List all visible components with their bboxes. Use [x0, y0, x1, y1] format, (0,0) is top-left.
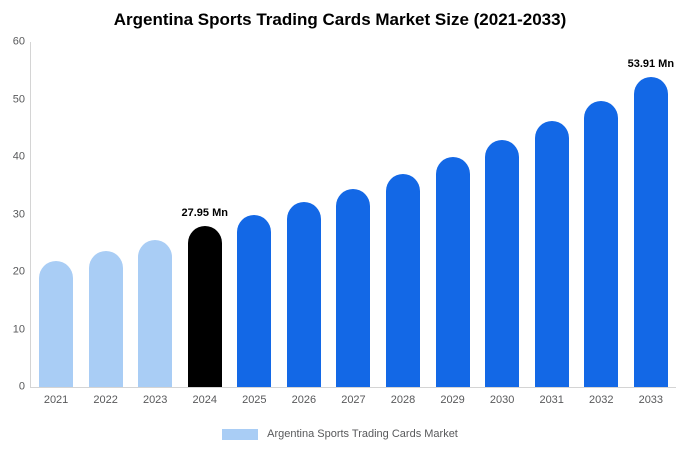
x-axis-label: 2021 [43, 394, 69, 406]
bar-value-label: 53.91 Mn [627, 58, 675, 71]
legend: Argentina Sports Trading Cards Market [0, 428, 680, 440]
bar-group: 2021 [32, 42, 81, 406]
x-axis-label: 2030 [489, 394, 515, 406]
bar [435, 157, 470, 387]
y-axis-label: 10 [12, 323, 25, 335]
x-axis-label: 2027 [341, 394, 366, 406]
legend-label: Argentina Sports Trading Cards Market [267, 428, 458, 440]
bar-group: 2025 [230, 42, 279, 406]
bar-group: 2028 [379, 42, 428, 406]
chart-title: Argentina Sports Trading Cards Market Si… [113, 10, 567, 29]
bar-group: 2026 [279, 42, 328, 406]
bar [386, 174, 420, 387]
y-axis-label: 50 [12, 93, 25, 105]
legend-swatch [222, 428, 259, 440]
bar-group: 2022 [81, 42, 130, 406]
x-axis-label: 2025 [242, 394, 267, 406]
bar [584, 101, 619, 387]
bar-group: 27.95 Mn 2024 [180, 42, 229, 406]
x-axis-label: 2032 [589, 394, 614, 406]
x-axis-label: 2023 [142, 394, 168, 406]
bar: 53.91 Mn [628, 58, 674, 387]
bar-group: 2023 [131, 42, 180, 406]
bars: 2021 2022 2023 27.95 Mn 2024 2025 2026 2027 2028… [31, 42, 676, 406]
bar [534, 121, 569, 387]
x-axis-label: 2033 [638, 394, 664, 406]
bar-group: 53.91 Mn 2033 [626, 42, 675, 406]
bar-value-label: 27.95 Mn [181, 207, 228, 220]
bar-group: 2032 [577, 42, 626, 406]
bar [336, 188, 371, 387]
y-axis-label: 40 [12, 150, 25, 163]
bar-group: 2029 [428, 42, 477, 406]
bar [39, 260, 74, 387]
x-axis-label: 2024 [192, 394, 217, 406]
bar [88, 250, 123, 387]
y-axis-label: 20 [12, 265, 25, 278]
bar-group: 2031 [527, 42, 576, 406]
bar-group: 2027 [329, 42, 378, 406]
bar: 27.95 Mn [182, 207, 228, 387]
bar [237, 215, 272, 387]
x-axis-label: 2026 [291, 394, 317, 406]
x-axis-label: 2022 [93, 394, 118, 406]
bar [286, 202, 321, 387]
y-axis-label: 30 [12, 208, 25, 220]
bar [138, 240, 173, 387]
x-axis-label: 2028 [390, 394, 416, 406]
plot-area: 2021 2022 2023 27.95 Mn 2024 2025 2026 2027 2028… [13, 36, 676, 406]
bar-group: 2030 [478, 42, 527, 406]
x-axis-label: 2031 [539, 394, 564, 406]
bar [485, 139, 520, 387]
y-axis-label: 0 [18, 380, 25, 393]
y-axis-label: 60 [12, 35, 25, 48]
x-axis-label: 2029 [440, 394, 465, 406]
